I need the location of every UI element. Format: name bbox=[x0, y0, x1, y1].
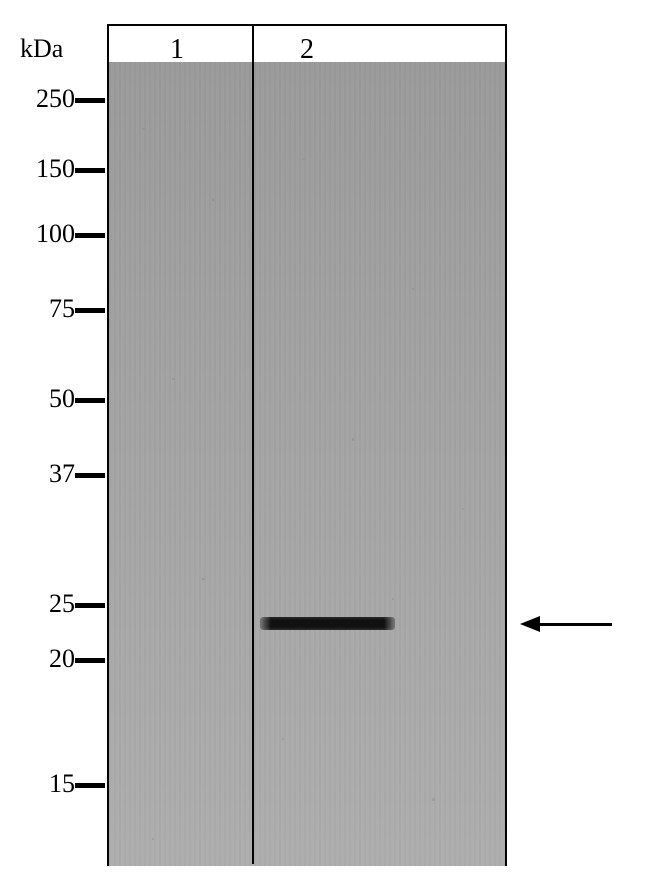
blot-frame bbox=[107, 24, 507, 866]
marker-tick-37 bbox=[75, 473, 105, 478]
arrow-head-icon bbox=[520, 616, 540, 632]
blot-membrane bbox=[109, 62, 505, 866]
marker-tick-20 bbox=[75, 658, 105, 663]
lane-label-2: 2 bbox=[300, 34, 314, 66]
noise-speck bbox=[282, 738, 284, 740]
axis-unit-label: kDa bbox=[20, 34, 63, 64]
marker-tick-50 bbox=[75, 398, 105, 403]
marker-label-250: 250 bbox=[0, 84, 75, 114]
marker-label-20: 20 bbox=[0, 644, 75, 674]
marker-tick-150 bbox=[75, 168, 105, 173]
marker-label-37: 37 bbox=[0, 459, 75, 489]
marker-label-25: 25 bbox=[0, 589, 75, 619]
noise-speck bbox=[352, 438, 354, 441]
arrow-shaft bbox=[540, 623, 612, 626]
noise-speck bbox=[212, 198, 214, 201]
marker-tick-15 bbox=[75, 783, 105, 788]
marker-label-100: 100 bbox=[0, 219, 75, 249]
noise-speck bbox=[172, 378, 175, 380]
marker-label-50: 50 bbox=[0, 384, 75, 414]
noise-speck bbox=[432, 798, 435, 801]
noise-speck bbox=[412, 288, 414, 290]
noise-speck bbox=[142, 128, 145, 130]
marker-tick-100 bbox=[75, 233, 105, 238]
marker-label-150: 150 bbox=[0, 154, 75, 184]
noise-speck bbox=[462, 508, 464, 510]
band-lane2-main bbox=[260, 617, 395, 630]
marker-tick-250 bbox=[75, 98, 105, 103]
noise-speck bbox=[302, 158, 305, 160]
marker-tick-25 bbox=[75, 603, 105, 608]
lane-divider bbox=[252, 26, 254, 864]
marker-label-15: 15 bbox=[0, 769, 75, 799]
membrane-streaks bbox=[109, 62, 505, 866]
noise-speck bbox=[202, 578, 205, 580]
lane-label-1: 1 bbox=[170, 34, 184, 66]
marker-tick-75 bbox=[75, 308, 105, 313]
western-blot-figure: { "figure": { "type": "western-blot", "w… bbox=[0, 0, 650, 886]
noise-speck bbox=[392, 598, 394, 600]
marker-label-75: 75 bbox=[0, 294, 75, 324]
noise-speck bbox=[152, 838, 154, 840]
